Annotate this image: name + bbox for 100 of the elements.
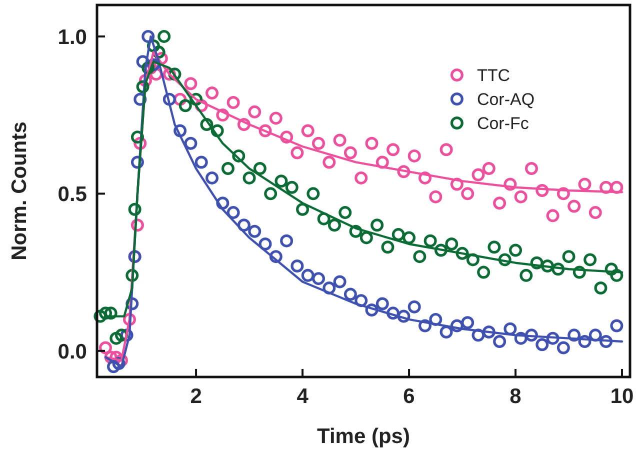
point bbox=[216, 196, 230, 210]
point bbox=[386, 306, 400, 320]
point bbox=[562, 250, 576, 264]
point bbox=[258, 237, 272, 250]
point bbox=[568, 328, 581, 342]
point bbox=[556, 187, 570, 200]
point bbox=[306, 187, 320, 200]
point bbox=[402, 231, 416, 244]
point bbox=[530, 256, 544, 270]
point bbox=[128, 202, 142, 216]
point bbox=[301, 268, 314, 282]
point bbox=[274, 174, 288, 188]
x-tick-label: 8 bbox=[510, 385, 522, 408]
point bbox=[174, 124, 187, 138]
point bbox=[99, 306, 112, 320]
point bbox=[386, 143, 400, 156]
point bbox=[440, 143, 453, 156]
legend-label: Cor-Fc bbox=[476, 114, 530, 133]
point bbox=[397, 165, 410, 178]
point bbox=[344, 146, 357, 160]
point bbox=[365, 136, 378, 150]
point bbox=[376, 297, 389, 310]
point bbox=[142, 30, 155, 43]
point bbox=[456, 246, 469, 260]
point bbox=[418, 319, 432, 332]
point bbox=[450, 178, 464, 191]
point bbox=[588, 328, 602, 342]
point bbox=[338, 206, 352, 220]
point bbox=[269, 250, 282, 264]
point bbox=[184, 136, 198, 150]
point bbox=[365, 304, 378, 317]
point bbox=[248, 105, 262, 118]
point bbox=[248, 224, 262, 238]
point bbox=[552, 262, 565, 276]
point bbox=[280, 130, 294, 144]
point bbox=[514, 190, 528, 204]
point bbox=[158, 30, 171, 43]
x-tick-label: 10 bbox=[610, 385, 634, 408]
point bbox=[600, 180, 613, 194]
point bbox=[434, 244, 448, 257]
x-tick-label: 6 bbox=[403, 385, 415, 408]
point bbox=[584, 253, 597, 266]
point bbox=[520, 268, 533, 282]
point bbox=[493, 196, 506, 210]
point bbox=[360, 231, 373, 244]
point bbox=[578, 178, 592, 191]
point bbox=[578, 334, 592, 348]
x-tick-label: 2 bbox=[190, 385, 202, 408]
point bbox=[322, 156, 336, 169]
point bbox=[237, 118, 250, 131]
point bbox=[568, 200, 581, 213]
point bbox=[572, 266, 586, 279]
point bbox=[413, 250, 426, 264]
point bbox=[370, 218, 384, 232]
point bbox=[136, 80, 150, 94]
point bbox=[126, 268, 139, 282]
point bbox=[216, 108, 230, 122]
point bbox=[524, 328, 538, 342]
point bbox=[509, 244, 522, 257]
point bbox=[392, 228, 405, 242]
point bbox=[440, 326, 453, 339]
point bbox=[482, 162, 496, 176]
y-tick-label: 1.0 bbox=[58, 26, 87, 49]
point bbox=[354, 171, 368, 184]
point bbox=[312, 272, 326, 286]
point bbox=[594, 282, 608, 294]
point bbox=[600, 334, 613, 348]
point bbox=[178, 99, 192, 112]
point bbox=[498, 253, 512, 266]
point bbox=[232, 149, 246, 162]
x-tick-label: 4 bbox=[296, 385, 309, 408]
point bbox=[504, 322, 517, 336]
point bbox=[226, 206, 240, 220]
point bbox=[588, 206, 602, 220]
point bbox=[301, 124, 314, 138]
point bbox=[493, 334, 506, 348]
point bbox=[488, 240, 501, 254]
point bbox=[450, 319, 464, 332]
point bbox=[514, 332, 528, 345]
point bbox=[296, 202, 310, 216]
point bbox=[317, 212, 330, 226]
point bbox=[472, 328, 485, 342]
point bbox=[381, 240, 394, 254]
point bbox=[408, 300, 421, 314]
point bbox=[280, 234, 294, 248]
point bbox=[461, 187, 474, 200]
point bbox=[424, 234, 437, 248]
point bbox=[466, 253, 480, 266]
point bbox=[445, 237, 458, 250]
point bbox=[536, 184, 549, 198]
point bbox=[504, 178, 517, 191]
point bbox=[546, 209, 560, 222]
point bbox=[206, 171, 219, 184]
point bbox=[376, 156, 389, 169]
point bbox=[264, 187, 278, 200]
point bbox=[610, 180, 624, 194]
point bbox=[408, 149, 421, 162]
point bbox=[536, 338, 549, 352]
point bbox=[269, 112, 282, 125]
point bbox=[194, 156, 208, 169]
